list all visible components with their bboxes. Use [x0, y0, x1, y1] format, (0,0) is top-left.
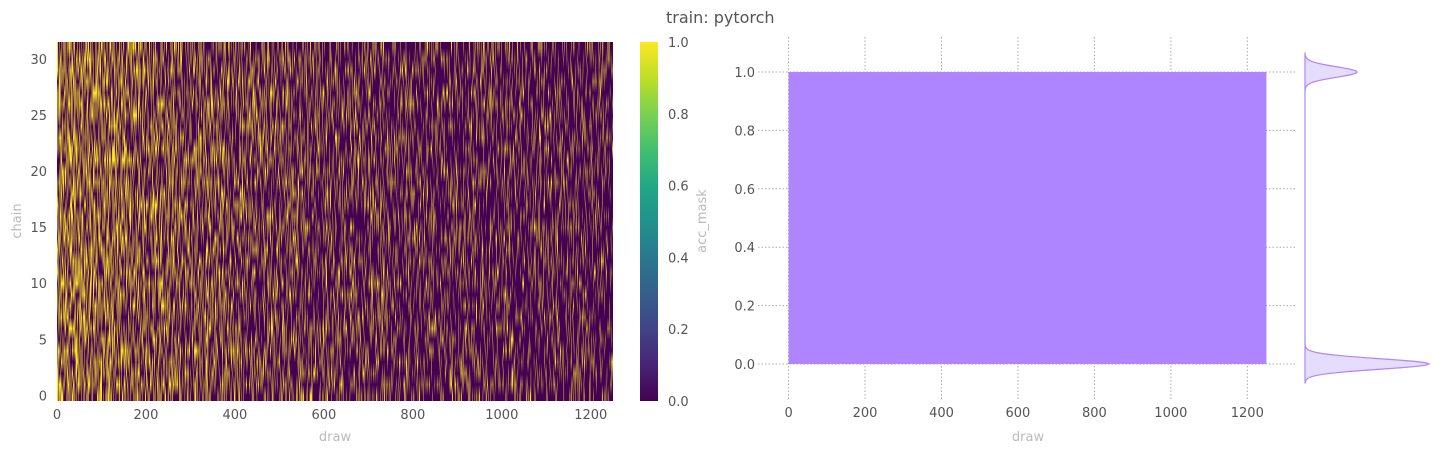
- trace-x-tick-200: 200: [853, 406, 878, 421]
- heatmap-y-tick-30: 30: [30, 53, 47, 68]
- colorbar: 0.0 0.2 0.4 0.6 0.8 1.0 acc_mask: [640, 36, 710, 410]
- trace-y-tick-1.0: 1.0: [734, 66, 755, 81]
- heatmap-y-label: chain: [10, 203, 25, 238]
- trace-x-label: draw: [1012, 430, 1045, 445]
- trace-x-tick-600: 600: [1006, 406, 1031, 421]
- colorbar-tick-0.6: 0.6: [668, 180, 689, 195]
- colorbar-tick-1.0: 1.0: [668, 36, 689, 51]
- trace-x-ticks: 0 200 400 600 800 1000 1200: [784, 406, 1263, 421]
- trace-x-tick-800: 800: [1082, 406, 1107, 421]
- colorbar-tick-0.8: 0.8: [668, 108, 689, 123]
- trace-x-tick-1200: 1200: [1231, 406, 1264, 421]
- heatmap-y-ticks: 0 5 10 15 20 25 30: [30, 53, 47, 405]
- colorbar-label: acc_mask: [695, 189, 710, 253]
- colorbar-tick-0.0: 0.0: [668, 395, 689, 410]
- heatmap-y-tick-5: 5: [39, 333, 47, 348]
- heatmap-y-tick-0: 0: [39, 389, 47, 404]
- heatmap-y-tick-10: 10: [30, 277, 47, 292]
- heatmap-x-tick-1000: 1000: [485, 408, 518, 423]
- trace-series-acc-mask: [788, 72, 1267, 364]
- heatmap-x-ticks: 0 200 400 600 800 1000 1200: [53, 408, 607, 423]
- trace-x-tick-400: 400: [929, 406, 954, 421]
- heatmap-x-tick-1200: 1200: [574, 408, 607, 423]
- colorbar-gradient: [640, 42, 658, 401]
- trace-x-tick-1000: 1000: [1154, 406, 1187, 421]
- trace-y-tick-0.8: 0.8: [734, 124, 755, 139]
- heatmap-x-label: draw: [319, 430, 352, 445]
- heatmap-cells: [57, 42, 613, 401]
- trace-x-tick-0: 0: [784, 406, 792, 421]
- colorbar-ticks: 0.0 0.2 0.4 0.6 0.8 1.0: [668, 36, 689, 410]
- heatmap-y-tick-15: 15: [30, 221, 47, 236]
- trace-y-tick-0.0: 0.0: [734, 358, 755, 373]
- heatmap-x-tick-0: 0: [53, 408, 61, 423]
- heatmap-x-tick-400: 400: [223, 408, 248, 423]
- colorbar-tick-0.2: 0.2: [668, 323, 689, 338]
- heatmap-x-tick-800: 800: [400, 408, 425, 423]
- trace-y-tick-0.4: 0.4: [734, 241, 755, 256]
- trace-y-tick-0.6: 0.6: [734, 183, 755, 198]
- colorbar-tick-0.4: 0.4: [668, 251, 689, 266]
- figure-title: train: pytorch: [666, 8, 775, 27]
- heatmap-x-tick-200: 200: [134, 408, 159, 423]
- heatmap-x-tick-600: 600: [311, 408, 336, 423]
- kde-curve: [1304, 52, 1431, 384]
- trace-panel: 0 200 400 600 800 1000 1200 0.0 0.2 0.4 0.6 0.8 1.0…: [734, 37, 1297, 445]
- trace-y-tick-0.2: 0.2: [734, 300, 755, 315]
- heatmap-y-tick-20: 20: [30, 165, 47, 180]
- trace-y-ticks: 0.0 0.2 0.4 0.6 0.8 1.0: [734, 66, 755, 373]
- heatmap-y-tick-25: 25: [30, 109, 47, 124]
- marginal-kde: [1304, 52, 1431, 384]
